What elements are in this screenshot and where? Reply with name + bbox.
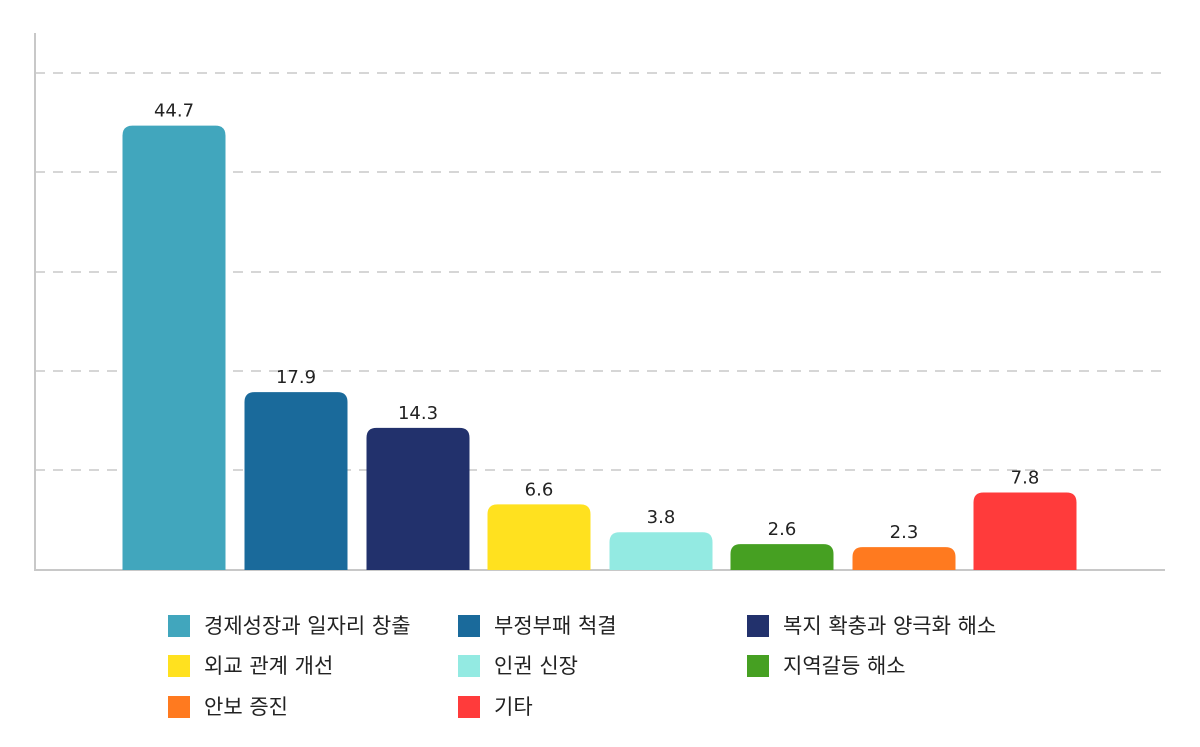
legend-swatch: [168, 655, 190, 677]
bar-1: [122, 125, 226, 570]
legend-label: 지역갈등 해소: [783, 654, 906, 678]
legend-item-3: 복지 확충과 양극화 해소: [747, 614, 996, 638]
legend-item-8: 기타: [458, 695, 533, 719]
data-label-5: 3.8: [647, 507, 676, 528]
legend-label: 외교 관계 개선: [204, 654, 333, 678]
legend-swatch: [747, 615, 769, 637]
bar-4: [487, 504, 591, 570]
bar-8: [973, 492, 1077, 570]
data-label-2: 17.9: [276, 367, 316, 388]
bar-5: [609, 532, 713, 570]
legend-label: 안보 증진: [204, 695, 288, 719]
legend-item-2: 부정부패 척결: [458, 614, 617, 638]
legend-label: 부정부패 척결: [494, 614, 617, 638]
legend-swatch: [458, 615, 480, 637]
data-label-6: 2.6: [768, 519, 797, 540]
legend-label: 인권 신장: [494, 654, 578, 678]
legend-item-7: 안보 증진: [168, 695, 288, 719]
legend-item-4: 외교 관계 개선: [168, 654, 333, 678]
bar-6: [730, 544, 834, 570]
bar-7: [852, 547, 956, 570]
data-label-4: 6.6: [525, 479, 554, 500]
legend-swatch: [458, 696, 480, 718]
data-labels: 44.7 17.9 14.3 6.6 3.8 2.6 2.3 7.8: [154, 101, 1039, 543]
bar-2: [244, 392, 348, 570]
data-label-7: 2.3: [890, 522, 919, 543]
legend-label: 경제성장과 일자리 창출: [204, 614, 411, 638]
legend-item-5: 인권 신장: [458, 654, 578, 678]
bars: [122, 125, 1077, 570]
legend-swatch: [168, 696, 190, 718]
legend-swatch: [458, 655, 480, 677]
data-label-8: 7.8: [1011, 467, 1040, 488]
legend-item-1: 경제성장과 일자리 창출: [168, 614, 411, 638]
legend-item-6: 지역갈등 해소: [747, 654, 906, 678]
legend-swatch: [168, 615, 190, 637]
legend-label: 복지 확충과 양극화 해소: [783, 614, 996, 638]
data-label-1: 44.7: [154, 101, 194, 122]
bar-3: [366, 427, 470, 570]
legend-label: 기타: [494, 695, 533, 719]
data-label-3: 14.3: [398, 403, 438, 424]
legend-swatch: [747, 655, 769, 677]
